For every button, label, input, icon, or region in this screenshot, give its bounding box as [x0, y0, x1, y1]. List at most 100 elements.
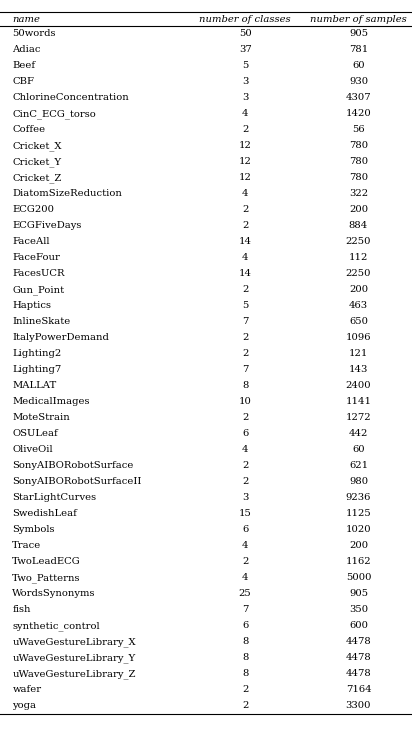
- Text: 8: 8: [242, 654, 248, 662]
- Text: MALLAT: MALLAT: [12, 381, 56, 390]
- Text: number of classes: number of classes: [199, 15, 291, 23]
- Text: 4478: 4478: [346, 654, 371, 662]
- Text: 143: 143: [349, 365, 368, 375]
- Text: 2: 2: [242, 558, 248, 567]
- Text: 4478: 4478: [346, 670, 371, 679]
- Text: 2: 2: [242, 206, 248, 214]
- Text: 2: 2: [242, 685, 248, 695]
- Text: 8: 8: [242, 381, 248, 390]
- Text: 15: 15: [239, 509, 252, 518]
- Text: 2: 2: [242, 477, 248, 487]
- Text: synthetic_control: synthetic_control: [12, 621, 100, 631]
- Text: Two_Patterns: Two_Patterns: [12, 573, 81, 583]
- Text: 2: 2: [242, 414, 248, 422]
- Text: 884: 884: [349, 222, 368, 231]
- Text: 121: 121: [349, 349, 368, 359]
- Text: yoga: yoga: [12, 701, 36, 711]
- Text: 3: 3: [242, 94, 248, 102]
- Text: TwoLeadECG: TwoLeadECG: [12, 558, 81, 567]
- Text: Beef: Beef: [12, 61, 35, 70]
- Text: 4: 4: [242, 110, 248, 119]
- Text: Gun_Point: Gun_Point: [12, 285, 65, 295]
- Text: 7: 7: [242, 605, 248, 614]
- Text: 4478: 4478: [346, 638, 371, 646]
- Text: 37: 37: [239, 45, 251, 54]
- Text: 980: 980: [349, 477, 368, 487]
- Text: 2: 2: [242, 461, 248, 471]
- Text: 5000: 5000: [346, 573, 371, 583]
- Text: Lighting7: Lighting7: [12, 365, 62, 375]
- Text: 3: 3: [242, 493, 248, 502]
- Text: 9236: 9236: [346, 493, 371, 502]
- Text: 1272: 1272: [346, 414, 371, 422]
- Text: 1020: 1020: [346, 526, 371, 534]
- Text: WordsSynonyms: WordsSynonyms: [12, 589, 96, 599]
- Text: 4: 4: [242, 542, 248, 550]
- Text: 780: 780: [349, 157, 368, 166]
- Text: 2: 2: [242, 285, 248, 294]
- Text: 4: 4: [242, 190, 248, 198]
- Text: 2: 2: [242, 222, 248, 231]
- Text: 6: 6: [242, 621, 248, 630]
- Text: 780: 780: [349, 173, 368, 182]
- Text: CBF: CBF: [12, 78, 34, 86]
- Text: MoteStrain: MoteStrain: [12, 414, 70, 422]
- Text: 12: 12: [239, 141, 252, 151]
- Text: 14: 14: [239, 269, 252, 278]
- Text: 463: 463: [349, 302, 368, 310]
- Text: Cricket_Y: Cricket_Y: [12, 157, 61, 167]
- Text: ECGFiveDays: ECGFiveDays: [12, 222, 82, 231]
- Text: 930: 930: [349, 78, 368, 86]
- Text: Cricket_Z: Cricket_Z: [12, 173, 62, 183]
- Text: 12: 12: [239, 157, 252, 166]
- Text: 112: 112: [349, 253, 368, 263]
- Text: number of samples: number of samples: [310, 15, 407, 23]
- Text: StarLightCurves: StarLightCurves: [12, 493, 96, 502]
- Text: 200: 200: [349, 206, 368, 214]
- Text: Adiac: Adiac: [12, 45, 41, 54]
- Text: 5: 5: [242, 61, 248, 70]
- Text: 56: 56: [352, 125, 365, 135]
- Text: ECG200: ECG200: [12, 206, 54, 214]
- Text: 50: 50: [239, 29, 251, 39]
- Text: 14: 14: [239, 237, 252, 247]
- Text: 4: 4: [242, 253, 248, 263]
- Text: 4: 4: [242, 446, 248, 455]
- Text: 2250: 2250: [346, 269, 371, 278]
- Text: 322: 322: [349, 190, 368, 198]
- Text: 8: 8: [242, 670, 248, 679]
- Text: 60: 60: [352, 446, 365, 455]
- Text: SonyAIBORobotSurfaceII: SonyAIBORobotSurfaceII: [12, 477, 142, 487]
- Text: CinC_ECG_torso: CinC_ECG_torso: [12, 109, 96, 119]
- Text: 781: 781: [349, 45, 368, 54]
- Text: InlineSkate: InlineSkate: [12, 318, 70, 326]
- Text: 780: 780: [349, 141, 368, 151]
- Text: 12: 12: [239, 173, 252, 182]
- Text: 200: 200: [349, 285, 368, 294]
- Text: OSULeaf: OSULeaf: [12, 430, 58, 438]
- Text: 3300: 3300: [346, 701, 371, 711]
- Text: 650: 650: [349, 318, 368, 326]
- Text: 4: 4: [242, 573, 248, 583]
- Text: 25: 25: [239, 589, 251, 599]
- Text: 600: 600: [349, 621, 368, 630]
- Text: 3: 3: [242, 78, 248, 86]
- Text: ItalyPowerDemand: ItalyPowerDemand: [12, 334, 109, 343]
- Text: 5: 5: [242, 302, 248, 310]
- Text: uWaveGestureLibrary_X: uWaveGestureLibrary_X: [12, 637, 136, 647]
- Text: 2: 2: [242, 334, 248, 343]
- Text: uWaveGestureLibrary_Y: uWaveGestureLibrary_Y: [12, 653, 136, 663]
- Text: 6: 6: [242, 526, 248, 534]
- Text: 7: 7: [242, 365, 248, 375]
- Text: 2400: 2400: [346, 381, 371, 390]
- Text: 60: 60: [352, 61, 365, 70]
- Text: FaceFour: FaceFour: [12, 253, 60, 263]
- Text: 4307: 4307: [346, 94, 371, 102]
- Text: Trace: Trace: [12, 542, 42, 550]
- Text: FaceAll: FaceAll: [12, 237, 50, 247]
- Text: MedicalImages: MedicalImages: [12, 397, 90, 406]
- Text: 1420: 1420: [346, 110, 371, 119]
- Text: 7164: 7164: [346, 685, 371, 695]
- Text: SwedishLeaf: SwedishLeaf: [12, 509, 77, 518]
- Text: OliveOil: OliveOil: [12, 446, 53, 455]
